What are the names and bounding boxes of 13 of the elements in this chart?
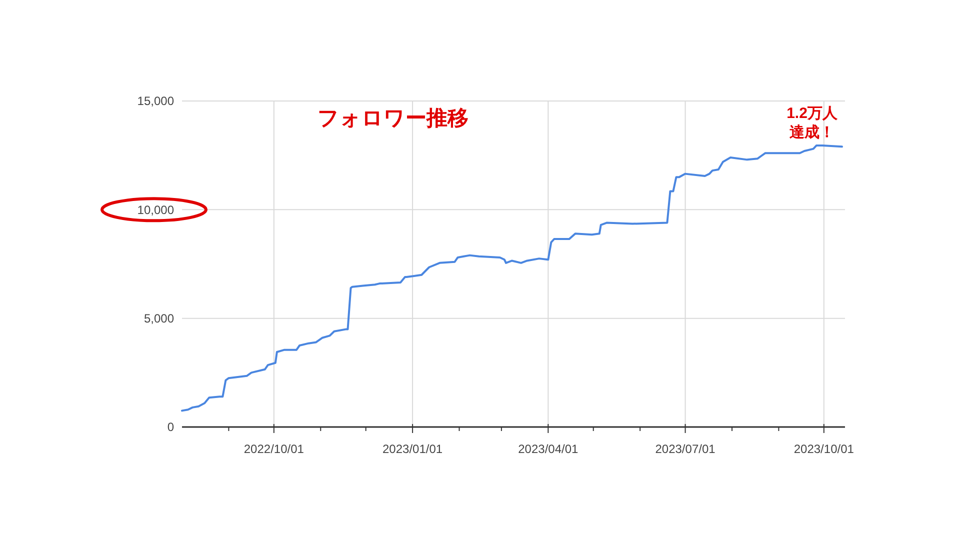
x-tick-label: 2023/10/01 xyxy=(794,442,854,456)
x-tick-label: 2023/04/01 xyxy=(518,442,579,456)
annotation: 1.2万人 xyxy=(786,105,838,122)
y-tick-label: 15,000 xyxy=(137,94,174,108)
chart-title: フォロワー推移 xyxy=(318,107,468,130)
x-tick-label: 2023/01/01 xyxy=(382,442,443,456)
y-tick-label: 5,000 xyxy=(144,312,174,326)
x-tick-label: 2022/10/01 xyxy=(244,442,304,456)
annotation: 達成！ xyxy=(788,124,834,141)
y-tick-label: 0 xyxy=(167,420,174,434)
y-tick-label: 10,000 xyxy=(137,202,174,217)
line-series xyxy=(181,144,843,412)
x-tick-label: 2023/07/01 xyxy=(655,442,716,456)
